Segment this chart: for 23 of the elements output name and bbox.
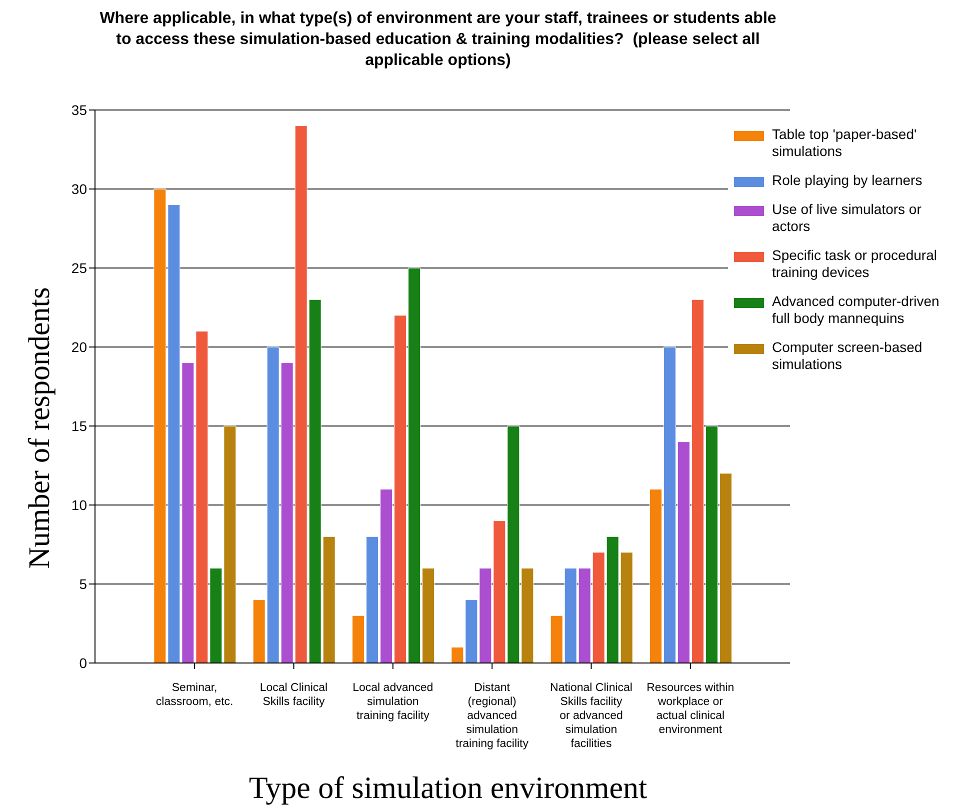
x-tick-label: Local Clinical Skills facility xyxy=(260,682,328,708)
legend-label: Specific task or procedural training devices xyxy=(772,247,938,281)
y-tick-label: 20 xyxy=(71,338,88,355)
legend-label: Computer screen-based simulations xyxy=(772,339,924,373)
x-tick-label: Resources within workplace or actual clinical environment xyxy=(646,682,734,736)
x-axis-title: Type of simulation environment xyxy=(248,770,648,806)
legend-label: Role playing by learners xyxy=(772,172,922,189)
y-tick-label: 0 xyxy=(79,654,88,671)
y-tick-label: 30 xyxy=(71,180,88,197)
y-tick-label: 35 xyxy=(71,102,88,118)
x-tick-label: Seminar, classroom, etc. xyxy=(156,682,234,708)
y-tick-label: 5 xyxy=(79,576,88,592)
y-tick-label: 25 xyxy=(71,260,88,276)
x-tick-label: Distant (regional) advanced simulation training facility xyxy=(456,682,529,750)
y-tick-label: 10 xyxy=(71,496,88,513)
legend-label: Advanced computer-driven full body mannequins xyxy=(772,293,940,327)
legend-label: Use of live simulators or actors xyxy=(772,201,922,235)
legend-label: Table top 'paper-based' simulations xyxy=(772,126,918,160)
y-axis-title: Number of respondents xyxy=(23,287,57,569)
x-tick-label: National Clinical Skills facility or advanced simulation facilities xyxy=(550,682,632,750)
y-tick-label: 15 xyxy=(71,418,88,434)
chart-title: Where applicable, in what type(s) of environment are your staff, trainees or students able to access these simulation-based education & training modalities? (please select all applicable options) xyxy=(98,9,778,71)
x-tick-label: Local advanced simulation training facility xyxy=(352,682,434,722)
